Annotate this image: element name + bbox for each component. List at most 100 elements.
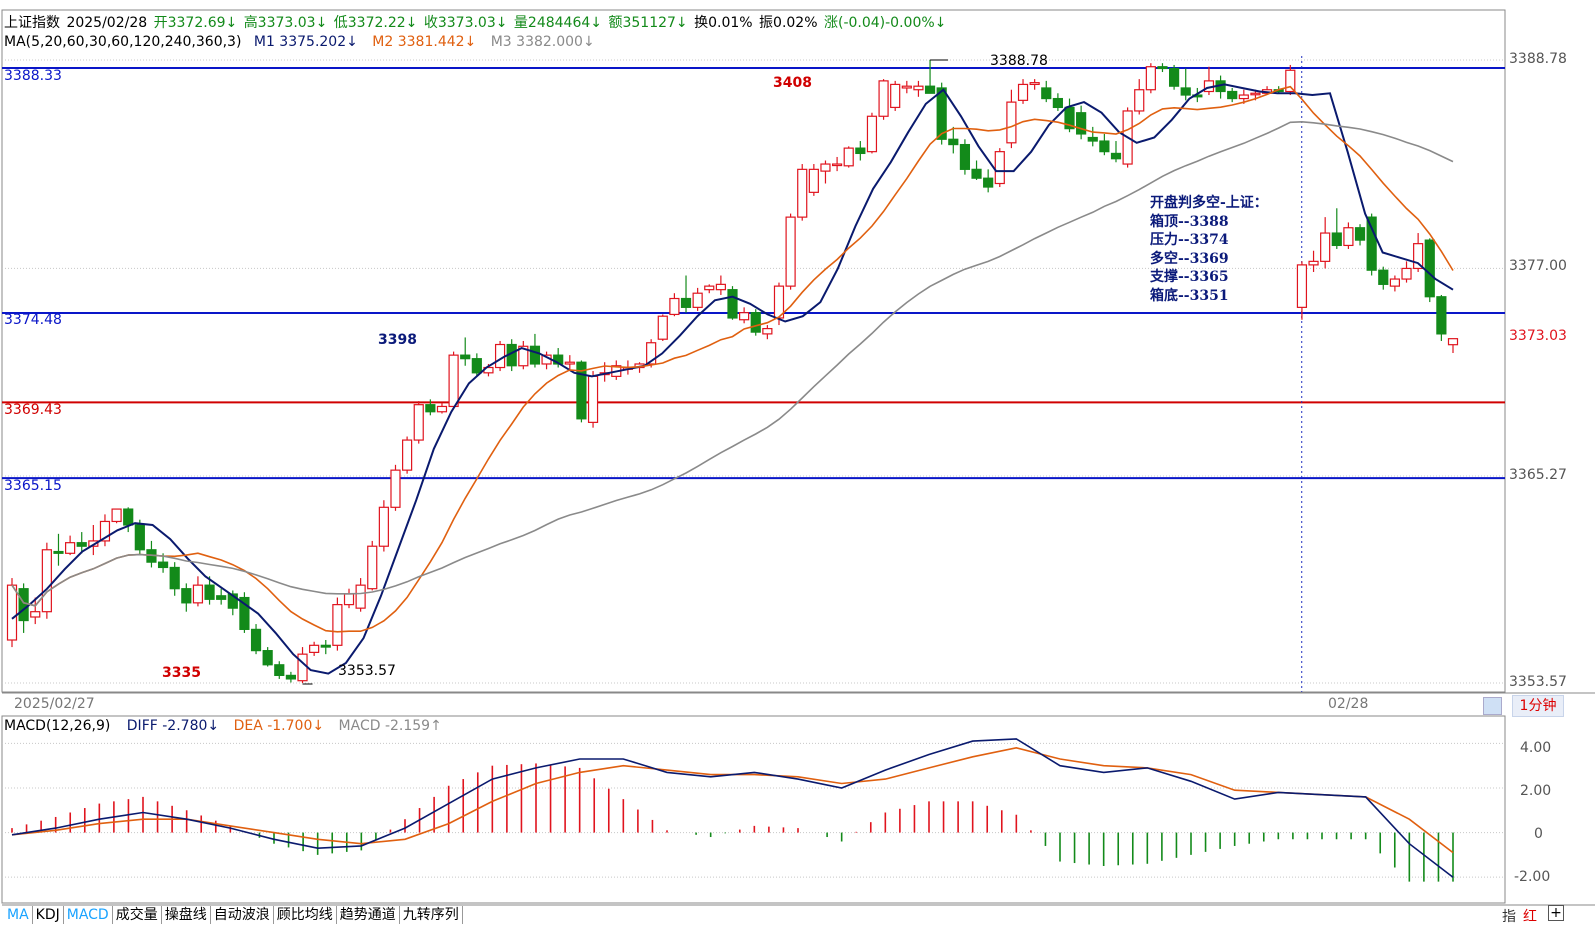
candle-down (157, 561, 169, 569)
candle-down (750, 312, 761, 333)
candle-up (739, 312, 750, 321)
candle-down (471, 358, 482, 374)
candle-up (343, 593, 355, 606)
macd-params: MACD(12,26,9) (4, 718, 111, 734)
candle-up (657, 315, 668, 340)
annotation-3335: 3335 (162, 665, 201, 681)
candle-down (216, 595, 227, 600)
candle-up (332, 604, 343, 646)
tab-trend-channel[interactable]: 趋势通道 (337, 906, 400, 924)
strategy-note: 开盘判多空-上证： 箱顶--3388 压力--3374 多空--3369 支撑-… (1150, 194, 1268, 305)
note-line: 多空--3369 (1150, 250, 1229, 267)
candle-down (274, 664, 285, 676)
macd-y-tick: 4.00 (1520, 740, 1552, 756)
candle-down (959, 143, 971, 170)
candle-down (320, 644, 331, 648)
low-value: 低3372.22↓ (333, 15, 418, 31)
candle-down (983, 177, 994, 188)
candle-down (727, 289, 738, 319)
candle-up (1238, 94, 1249, 100)
candle-down (1331, 232, 1342, 247)
y-tick-label: 3388.78 (1509, 51, 1567, 67)
candle-up (367, 545, 378, 590)
candle-down (134, 524, 145, 551)
y-tick-label: 3353.57 (1509, 674, 1567, 690)
candle-down (1180, 87, 1191, 96)
candle-up (448, 354, 459, 408)
index-name: 上证指数 (4, 15, 60, 31)
tab-auto-wave[interactable]: 自动波浪 (211, 906, 274, 924)
candle-up (413, 404, 424, 441)
candle-down (1436, 296, 1447, 335)
candle-down (227, 593, 238, 609)
candle-up (1308, 260, 1319, 266)
candle-down (425, 404, 436, 413)
turnover-value: 换0.01% (694, 15, 753, 31)
candle-up (1250, 92, 1261, 96)
period-selector-button[interactable]: 1分钟 (1512, 695, 1564, 717)
candle-up (111, 508, 122, 523)
candle-down (285, 674, 297, 680)
candle-down (76, 542, 87, 547)
candle-down (250, 628, 262, 652)
tab-nine-turn[interactable]: 九转序列 (400, 906, 463, 924)
candle-up (1343, 227, 1354, 247)
tab-macd[interactable]: MACD (64, 906, 113, 924)
x-label-start-date: 2025/02/27 (14, 696, 95, 712)
candle-up (436, 405, 448, 413)
bottom-right-label[interactable]: 指 (1502, 909, 1516, 925)
candle-up (901, 85, 912, 89)
tab-guppy-ma[interactable]: 顾比均线 (274, 906, 337, 924)
candle-up (587, 375, 599, 423)
candle-down (1052, 97, 1063, 109)
tab-kdj[interactable]: KDJ (33, 906, 64, 924)
candle-up (6, 584, 18, 641)
ma-m2: M2 3381.442↓ (372, 34, 477, 50)
candle-up (1285, 69, 1296, 93)
high-marker-label: 3388.78 (990, 53, 1048, 69)
candle-up (1006, 101, 1017, 144)
candle-up (297, 653, 308, 682)
bottom-right-label[interactable]: 红 (1523, 909, 1537, 925)
candle-down (1041, 87, 1052, 100)
candle-down (576, 361, 587, 420)
candle-up (878, 80, 889, 117)
candle-up (1134, 89, 1145, 112)
volume-value: 量2484464↓ (513, 15, 603, 31)
macd-dea-line (11, 746, 1454, 854)
candle-up (390, 469, 401, 508)
tab-volume[interactable]: 成交量 (113, 906, 162, 924)
candle-down (239, 596, 250, 630)
ma-m3-line (11, 120, 1454, 607)
candle-up (704, 285, 715, 291)
note-title: 开盘判多空-上证： (1150, 195, 1268, 211)
candle-down (936, 87, 947, 140)
candle-down (1076, 112, 1087, 135)
candle-up (494, 343, 506, 369)
candle-up (785, 216, 796, 287)
ma-params: MA(5,20,60,30,60,120,240,360,3) (4, 34, 242, 50)
candle-up (99, 520, 111, 542)
candle-down (123, 508, 134, 526)
candle-up (1320, 232, 1331, 262)
high-value: 高3373.03↓ (243, 15, 328, 31)
candle-up (808, 168, 819, 193)
candle-down (1157, 66, 1168, 70)
annotation-3398: 3398 (378, 332, 417, 348)
change-value: 涨(-0.04)-0.00%↓ (823, 15, 947, 31)
candle-up (994, 151, 1005, 185)
close-value: 收3373.03↓ (423, 15, 508, 31)
candle-up (890, 83, 901, 109)
candle-up (797, 168, 808, 218)
tab-trade-line[interactable]: 操盘线 (162, 906, 211, 924)
add-icon[interactable]: + (1548, 905, 1564, 921)
candle-up (355, 584, 366, 609)
candle-down (1087, 136, 1098, 142)
scroll-handle[interactable] (1483, 697, 1502, 715)
candle-up (646, 342, 657, 365)
candle-up (669, 297, 680, 316)
macd-y-tick: -2.00 (1514, 869, 1551, 885)
level-label-bull-bear: 3369.43 (4, 402, 62, 418)
tab-ma[interactable]: MA (4, 906, 33, 924)
candle-down (1366, 216, 1377, 271)
